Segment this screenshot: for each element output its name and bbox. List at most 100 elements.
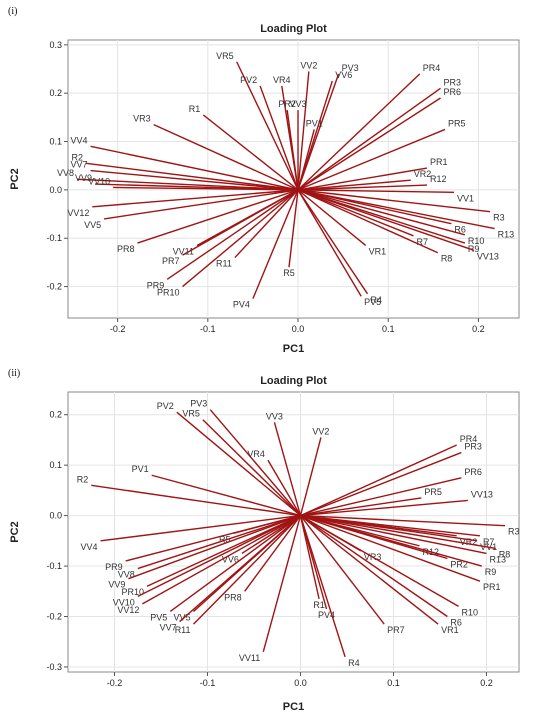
loading-label: R13 [498, 230, 515, 240]
loading-label: VV9 [108, 580, 125, 590]
loading-vector [297, 97, 441, 191]
loading-label: VR1 [441, 625, 459, 635]
chart-title: Loading Plot [260, 375, 327, 387]
loading-vector [300, 514, 496, 550]
loading-plot-panel-ii: (ii) Loading Plot -0.2 -0.1 0.0 0.1 0.2 0.2 0.1 0… [0, 362, 550, 724]
loading-label: R5 [219, 534, 231, 544]
loading-vector [297, 87, 441, 191]
loading-label: PR10 [122, 587, 145, 597]
loading-label: R12 [430, 174, 447, 184]
loading-vector [297, 189, 455, 193]
loading-label: R5 [283, 268, 295, 278]
loading-vector [267, 459, 302, 516]
loading-vector [273, 422, 302, 516]
loading-vector [297, 73, 421, 191]
loading-plot-i: (i) Loading Plot -0.2 -0.1 0.0 0.1 0.2 0.3 0.2 0.… [8, 6, 520, 355]
y-tick-label: -0.2 [46, 282, 62, 292]
loading-label: VV13 [477, 251, 499, 261]
loading-label: PR2 [278, 99, 296, 109]
loading-label: PR4 [460, 434, 478, 444]
loading-label: PR5 [424, 487, 442, 497]
loading-vector [142, 514, 301, 605]
y-tick-label: 0.0 [49, 185, 62, 195]
loading-label: PR7 [162, 256, 180, 266]
loading-vector [125, 514, 301, 562]
loading-label: PR2 [450, 559, 468, 569]
loading-label: VR4 [273, 75, 291, 85]
chart-title: Loading Plot [260, 23, 327, 35]
loading-vector [100, 514, 301, 542]
loading-vector [176, 411, 301, 517]
loading-vector [297, 189, 414, 237]
loading-vector [300, 515, 448, 618]
x-tick-label: 0.2 [480, 678, 493, 688]
panel-label: (ii) [8, 368, 20, 379]
loading-label: R7 [416, 237, 428, 247]
loading-label: VV11 [173, 246, 194, 256]
x-tick-label: -0.2 [107, 678, 123, 688]
loading-vector [297, 189, 491, 213]
loading-label: VV5 [174, 612, 191, 622]
loading-label: VV3 [266, 411, 283, 421]
loading-label: PV5 [364, 297, 381, 307]
x-tick-label: 0.0 [292, 324, 305, 334]
loading-vector [297, 179, 411, 191]
loading-vector [202, 419, 301, 517]
loading-label: VV10 [113, 597, 135, 607]
y-tick-label: 0.2 [49, 88, 62, 98]
loading-label: PV3 [342, 63, 359, 73]
loading-label: VV12 [67, 208, 89, 218]
loading-vector [300, 497, 422, 517]
loading-vector [300, 477, 462, 517]
loading-vector [137, 189, 299, 244]
loading-vector [297, 167, 428, 191]
loading-label: R3 [493, 213, 505, 223]
loading-label: VR1 [369, 246, 387, 256]
loading-vector [300, 515, 439, 625]
loading-vector [137, 514, 301, 570]
y-tick-label: -0.3 [46, 662, 62, 672]
x-tick-label: -0.1 [200, 678, 216, 688]
loading-vector [300, 514, 482, 567]
loading-vector [182, 189, 299, 256]
loading-vector [193, 515, 301, 625]
y-tick-label: 0.3 [49, 40, 62, 50]
y-tick-label: -0.1 [46, 561, 62, 571]
loading-vector [92, 189, 299, 208]
loading-label: VR2 [460, 537, 478, 547]
loading-label: PR8 [117, 244, 135, 254]
loading-vector [202, 114, 299, 191]
loading-label: PR10 [157, 288, 180, 298]
loading-vector [91, 484, 301, 517]
loading-vector [300, 499, 468, 517]
loading-vector [297, 189, 362, 297]
loading-vector [297, 184, 428, 191]
loading-label: VV3 [290, 99, 307, 109]
loading-vector [297, 189, 495, 230]
loading-label: R9 [485, 567, 497, 577]
loading-label: R10 [468, 236, 485, 246]
loading-label: PV2 [240, 75, 257, 85]
x-axis-label: PC1 [283, 701, 304, 713]
loading-vector [151, 474, 301, 517]
loading-label: R4 [348, 658, 360, 668]
loading-label: VV5 [84, 220, 101, 230]
loading-vector [252, 189, 299, 299]
loading-vector [241, 515, 301, 555]
loading-label: VV10 [88, 176, 110, 186]
loading-label: PV4 [233, 300, 250, 310]
loading-vector [76, 178, 299, 191]
loading-label: VV6 [335, 70, 352, 80]
loading-vector [300, 514, 487, 555]
loading-label: PV5 [150, 612, 167, 622]
x-tick-label: -0.1 [200, 324, 216, 334]
loading-label: PR5 [448, 118, 466, 128]
loading-vector [299, 515, 385, 625]
loading-label: R11 [175, 625, 191, 635]
panel-label: (i) [8, 6, 17, 17]
loading-label: R2 [77, 474, 89, 484]
x-tick-label: 0.1 [387, 678, 400, 688]
loading-vector [297, 189, 367, 247]
loading-vector [299, 437, 322, 516]
loading-label: VV4 [71, 135, 88, 145]
